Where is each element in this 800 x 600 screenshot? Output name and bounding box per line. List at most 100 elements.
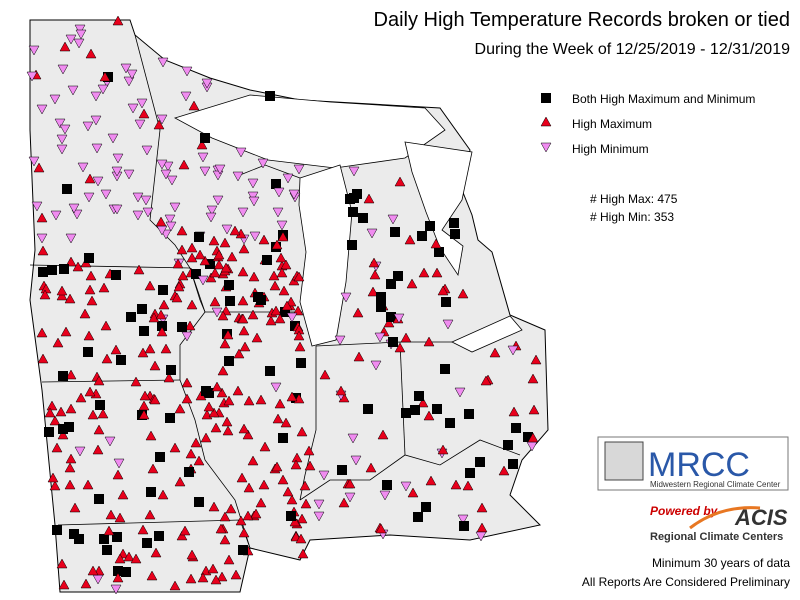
station-high-min [400, 481, 412, 492]
station-high-max [278, 285, 290, 296]
station-high-max [280, 417, 292, 428]
station-high-min [65, 34, 77, 45]
station-high-min [65, 233, 77, 244]
station-high-min [54, 118, 66, 129]
station-high-max [303, 445, 315, 456]
logo-subtext: Regional Climate Centers [650, 531, 783, 543]
station-high-max [423, 336, 435, 347]
legend-label: High Minimum [572, 142, 649, 156]
station-high-max [251, 332, 263, 343]
station-high-max [226, 251, 238, 262]
station-high-min [75, 29, 87, 40]
station-high-max [236, 472, 248, 483]
station-high-max [145, 430, 157, 441]
station-high-max [69, 502, 81, 513]
station-high-min [166, 175, 178, 186]
station-high-max [144, 280, 156, 291]
station-high-min [92, 176, 104, 187]
station-high-max [430, 238, 442, 249]
station-both [358, 213, 368, 223]
station-high-max [138, 409, 150, 420]
station-high-min [134, 119, 146, 130]
station-high-max [217, 310, 229, 321]
station-high-min [111, 204, 123, 215]
station-high-max [196, 139, 208, 150]
station-high-min [165, 221, 177, 232]
station-high-max [296, 513, 308, 524]
mrcc-logo: MRCC Midwestern Regional Climate Center [597, 436, 789, 491]
station-high-max [87, 409, 99, 420]
legend-label: Both High Maximum and Minimum [572, 92, 755, 106]
station-high-max [335, 385, 347, 396]
station-high-min [247, 191, 259, 202]
station-high-min [111, 166, 123, 177]
station-both [363, 404, 373, 414]
station-both [225, 296, 235, 306]
station-high-max [39, 289, 51, 300]
station-both [38, 267, 48, 277]
station-both [47, 265, 57, 275]
station-high-max [65, 453, 77, 464]
station-high-min [348, 166, 360, 177]
station-high-max [97, 408, 109, 419]
station-high-min [232, 171, 244, 182]
station-high-max [176, 244, 188, 255]
station-high-min [247, 178, 259, 189]
station-high-max [232, 385, 244, 396]
station-high-min [123, 76, 135, 87]
station-high-max [184, 320, 196, 331]
station-high-max [65, 403, 77, 414]
station-both [386, 312, 396, 322]
station-high-min [340, 292, 352, 303]
station-high-max [394, 342, 406, 353]
station-high-max [186, 299, 198, 310]
station-high-min [169, 202, 181, 213]
station-both [95, 400, 105, 410]
station-high-max [65, 256, 77, 267]
station-high-max [238, 325, 250, 336]
station-both [137, 304, 147, 314]
station-high-max [169, 442, 181, 453]
station-high-max [174, 476, 186, 487]
station-high-max [110, 344, 122, 355]
station-high-max [163, 372, 175, 383]
station-high-max [238, 527, 250, 538]
station-high-max [235, 515, 247, 526]
station-high-min [288, 189, 300, 200]
station-high-min [140, 195, 152, 206]
station-high-max [269, 280, 281, 291]
station-high-max [147, 463, 159, 474]
station-both [508, 459, 518, 469]
station-high-max [394, 176, 406, 187]
station-high-max [457, 288, 469, 299]
station-high-max [137, 347, 149, 358]
station-high-max [369, 269, 381, 280]
station-high-max [238, 243, 250, 254]
station-high-max [299, 480, 311, 491]
station-high-max [105, 509, 117, 520]
station-high-min [393, 313, 405, 324]
station-high-max [133, 264, 145, 275]
station-both [441, 297, 451, 307]
logo-text: Powered by [650, 504, 719, 518]
station-high-max [99, 71, 111, 82]
station-high-max [178, 159, 190, 170]
station-high-min [257, 158, 269, 169]
station-high-min [211, 307, 223, 318]
station-high-max [247, 455, 259, 466]
station-both [459, 521, 469, 531]
subtitle: During the Week of 12/25/2019 - 12/31/20… [475, 41, 791, 58]
station-both [445, 418, 455, 428]
station-high-max [205, 272, 217, 283]
station-high-max [365, 462, 377, 473]
station-high-max [149, 394, 161, 405]
station-high-max [86, 295, 98, 306]
station-high-max [281, 300, 293, 311]
station-high-min [156, 114, 168, 125]
station-both [121, 567, 131, 577]
station-both [69, 529, 79, 539]
station-high-max [250, 508, 262, 519]
station-high-max [404, 234, 416, 245]
station-high-min [90, 91, 102, 102]
station-high-max [219, 338, 231, 349]
